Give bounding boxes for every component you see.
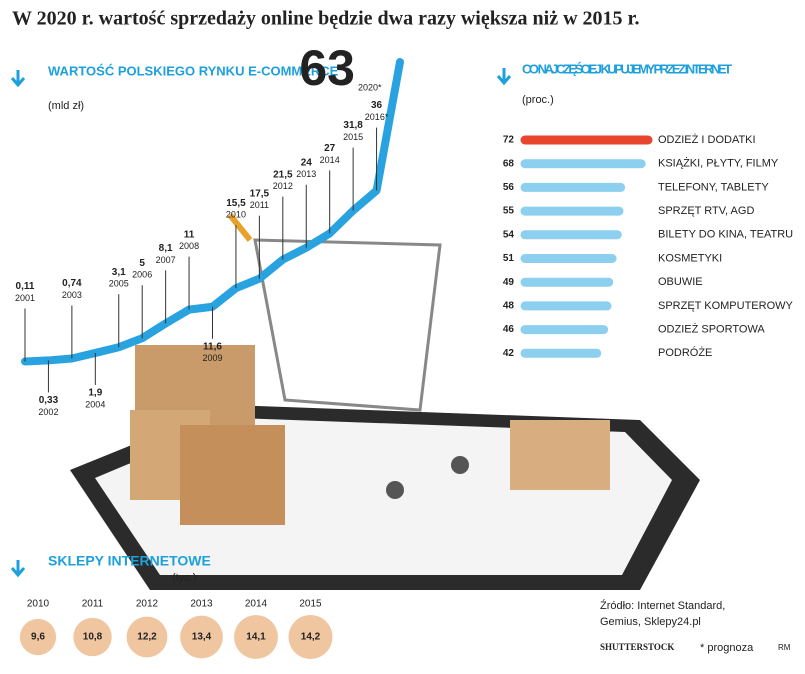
value-label: 13,4 (192, 632, 212, 643)
chart-title: SKLEPY INTERNETOWE (48, 553, 211, 569)
circle (180, 615, 223, 659)
value-label: 51 (503, 253, 515, 264)
chart-subtitle: (mld zł) (48, 100, 84, 112)
x-label: 2012 (273, 181, 293, 191)
category-label: ODZIEŻ SPORTOWA (658, 323, 765, 336)
x-label: 2008 (179, 241, 199, 251)
value-label: 9,6 (31, 632, 45, 643)
value-label: 1,9 (88, 388, 102, 399)
value-label: 12,2 (137, 632, 157, 643)
category-label: SPRZĘT RTV, AGD (658, 205, 754, 217)
chart-subtitle: (tys.) (172, 572, 196, 584)
value-label: 36 (371, 100, 383, 111)
chart-title: CO NAJCZĘŚCIEJ KUPUJEMY PRZEZ INTERNET (522, 61, 732, 76)
value-label: 3,1 (112, 267, 126, 278)
category-label: BILETY DO KINA, TEATRU (658, 229, 793, 241)
x-label: 2012 (136, 599, 159, 610)
value-label: 46 (503, 324, 515, 335)
category-label: SPRZĘT KOMPUTEROWY (658, 300, 794, 312)
circle (288, 615, 333, 659)
chart-subtitle: (proc.) (522, 94, 554, 106)
circle (19, 618, 57, 656)
circle (234, 615, 278, 659)
illustration (70, 213, 700, 590)
category-label: KOSMETYKI (658, 252, 722, 264)
x-label: 2006 (132, 270, 152, 280)
value-label: 17,5 (250, 188, 270, 199)
value-label: 0,33 (39, 395, 59, 406)
x-label: 2016* (365, 112, 389, 122)
value-label: 54 (503, 229, 515, 240)
value-label: 48 (503, 301, 515, 312)
value-label: 31,8 (343, 120, 363, 131)
value-label: 5 (139, 258, 145, 269)
chart-title: WARTOŚĆ POLSKIEGO RYNKU E-COMMERCE (48, 63, 339, 78)
circle (73, 617, 112, 657)
x-label: 2004 (85, 399, 105, 409)
title: W 2020 r. wartość sprzedaży online będzi… (12, 8, 640, 30)
x-label: 2007 (156, 255, 176, 265)
category-label: TELEFONY, TABLETY (658, 181, 769, 193)
value-label: 14,1 (246, 632, 266, 643)
value-label: 42 (503, 348, 515, 359)
note: * prognoza (700, 642, 754, 654)
value-label: 15,5 (226, 198, 246, 209)
category-label: OBUWIE (658, 276, 703, 288)
arrow-icon (10, 70, 26, 88)
arrow-icon (496, 68, 512, 86)
value-label: 0,74 (62, 278, 82, 289)
x-label: 2001 (15, 293, 35, 303)
x-label: 2011 (82, 599, 104, 610)
x-label: 2020* (358, 82, 382, 92)
credit: SHUTTERSTOCK (600, 642, 674, 652)
value-label: 72 (503, 135, 515, 146)
x-label: 2015 (343, 132, 363, 142)
value-label: 21,5 (273, 169, 293, 180)
x-label: 2010 (27, 599, 50, 610)
category-label: KSIĄŻKI, PŁYTY, FILMY (658, 157, 779, 170)
value-label: 11,6 (203, 341, 222, 352)
value-label: 24 (301, 157, 313, 168)
circle (126, 616, 168, 658)
value-label: 68 (503, 158, 515, 169)
value-label: 0,11 (16, 281, 35, 292)
x-label: 2014 (245, 599, 268, 610)
value-label: 14,2 (301, 632, 321, 643)
author: RM (778, 643, 791, 652)
value-label: 56 (503, 182, 515, 193)
source: Gemius, Sklepy24.pl (600, 616, 701, 628)
value-label: 10,8 (83, 632, 103, 643)
x-label: 2013 (296, 169, 316, 179)
x-label: 2013 (190, 599, 213, 610)
category-label: PODRÓŻE (658, 346, 712, 359)
value-label: 27 (324, 143, 336, 154)
value-label: 49 (503, 277, 515, 288)
x-label: 2014 (320, 155, 340, 165)
value-label: 11 (184, 229, 195, 240)
value-label: 8,1 (159, 243, 173, 254)
x-label: 2009 (202, 353, 222, 363)
x-label: 2005 (109, 279, 129, 289)
x-label: 2003 (62, 290, 82, 300)
category-label: ODZIEŻ I DODATKI (658, 133, 756, 146)
x-label: 2002 (38, 407, 58, 417)
arrow-icon (10, 560, 26, 578)
value-label: 55 (503, 206, 515, 217)
x-label: 2015 (299, 599, 322, 610)
value-label: 63 (299, 40, 355, 96)
x-label: 2010 (226, 210, 246, 220)
source: Źródło: Internet Standard, (600, 599, 725, 612)
x-label: 2011 (250, 200, 269, 210)
